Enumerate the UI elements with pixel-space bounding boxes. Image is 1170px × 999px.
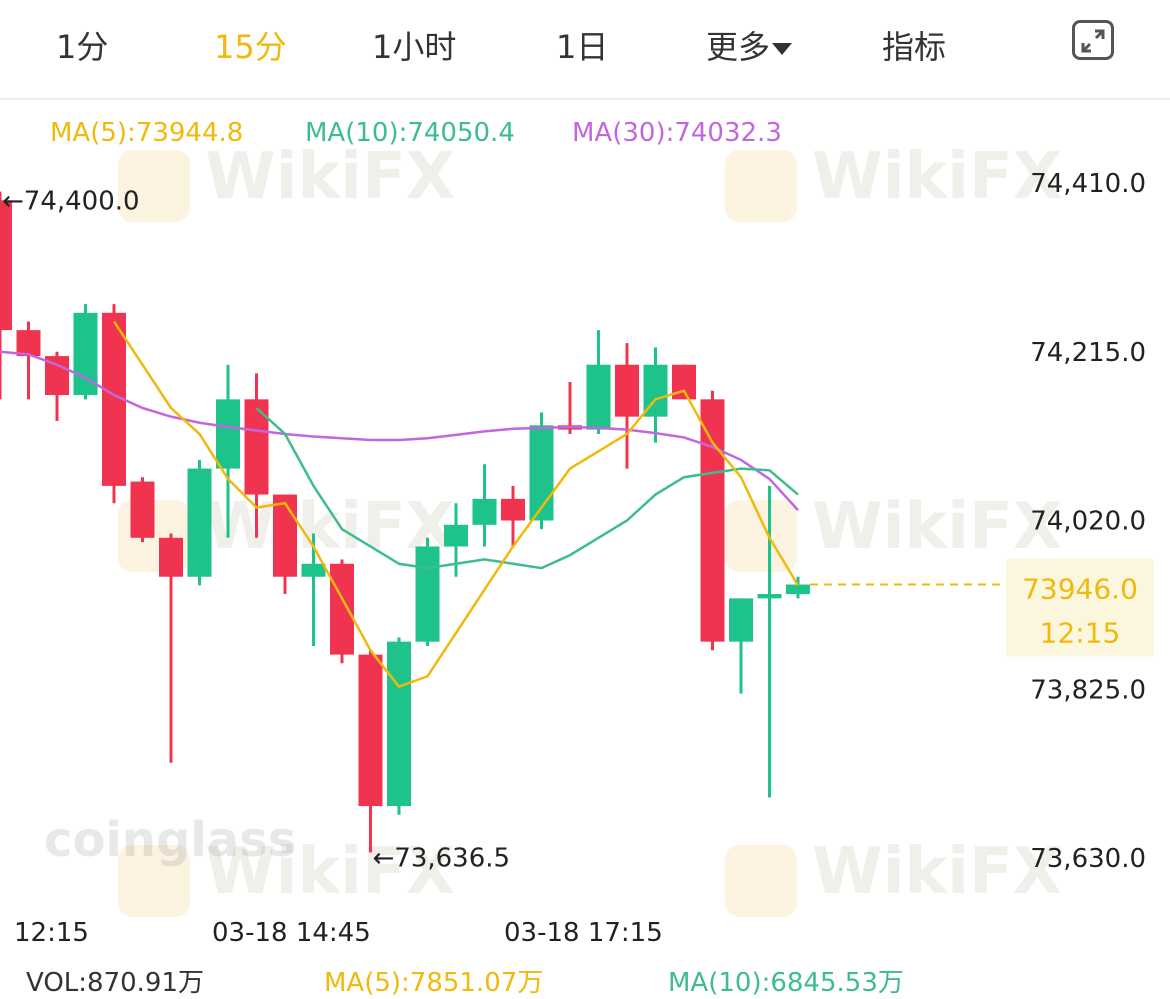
candle-body <box>501 498 525 521</box>
volume-value: VOL:870.91万 <box>26 968 205 998</box>
tab-more-label: 更多 <box>706 28 771 66</box>
tab-1day[interactable]: 1日 <box>556 28 609 66</box>
price-axis-label: 73,825.0 <box>1030 675 1146 705</box>
candle <box>472 464 497 547</box>
candle-body <box>187 468 212 577</box>
candle <box>757 485 782 798</box>
tab-indicators[interactable]: 指标 <box>882 28 947 66</box>
candle <box>415 537 440 646</box>
candle-body <box>729 598 753 642</box>
time-axis-label: 03-18 17:15 <box>504 918 663 948</box>
candle-body <box>330 563 354 655</box>
candle <box>729 598 753 694</box>
candle-body <box>130 481 155 538</box>
candle-body <box>301 563 326 577</box>
candle <box>73 304 98 400</box>
tab-more[interactable]: 更多 <box>706 22 793 68</box>
candle-body <box>586 364 611 430</box>
candle-body <box>415 546 440 642</box>
tab-15min[interactable]: 15分 <box>214 28 287 66</box>
interval-tab-bar: 1分 15分 1小时 1日 更多 指标 <box>0 0 1170 100</box>
candle <box>244 373 269 538</box>
price-axis-label: 74,215.0 <box>1030 338 1146 368</box>
candle <box>301 533 326 646</box>
candle-body <box>159 537 183 577</box>
candle <box>330 559 354 664</box>
volume-ma10: MA(10):6845.53万 <box>668 968 904 998</box>
price-axis-label: 73,630.0 <box>1030 844 1146 874</box>
candle <box>216 364 240 538</box>
candle <box>529 412 554 530</box>
current-price-tag <box>1006 558 1154 657</box>
candle-body <box>16 330 41 357</box>
low-price-marker: ←73,636.5 <box>373 843 511 873</box>
caret-down-icon <box>772 43 793 55</box>
candle-body <box>273 494 297 577</box>
expand-icon <box>1081 29 1105 53</box>
price-axis-label: 74,020.0 <box>1030 507 1146 537</box>
ma10-line <box>255 407 799 570</box>
candle-body <box>0 200 12 331</box>
candle-body <box>700 399 725 642</box>
time-axis-label: 03-18 14:45 <box>212 918 371 948</box>
current-price-time: 12:15 <box>1040 617 1121 650</box>
current-price-value: 73946.0 <box>1022 573 1138 606</box>
candle-body <box>757 594 782 599</box>
candle <box>0 191 12 400</box>
candle <box>187 459 212 586</box>
candle-body <box>529 425 554 521</box>
candle <box>643 347 668 443</box>
candle <box>700 390 725 651</box>
fullscreen-button[interactable] <box>1072 20 1114 60</box>
candle <box>130 477 155 543</box>
candle <box>159 533 183 763</box>
candle <box>358 650 383 853</box>
high-price-marker: ←74,400.0 <box>2 187 140 217</box>
candle-body <box>444 524 468 547</box>
candle-body <box>244 399 269 495</box>
volume-ma5: MA(5):7851.07万 <box>324 968 544 998</box>
ma30-legend: MA(30):74032.3 <box>572 118 782 148</box>
candle-body <box>358 654 383 807</box>
ma5-legend: MA(5):73944.8 <box>50 118 244 148</box>
candle-body <box>216 399 240 469</box>
candle <box>387 637 411 815</box>
candle <box>615 343 639 469</box>
candle <box>273 494 297 595</box>
tab-1hour[interactable]: 1小时 <box>372 28 457 66</box>
ma5-line <box>112 320 800 689</box>
price-axis-label: 74,410.0 <box>1030 169 1146 199</box>
candle <box>786 576 810 599</box>
candle <box>586 330 611 434</box>
ma10-legend: MA(10):74050.4 <box>305 118 515 148</box>
candle-body <box>615 364 639 417</box>
candle <box>16 321 41 400</box>
tab-1min[interactable]: 1分 <box>56 28 109 66</box>
time-axis-label: 12:15 <box>14 918 89 948</box>
ma30-line <box>0 350 799 511</box>
candle-body <box>472 498 497 525</box>
candle <box>501 485 525 547</box>
candle-body <box>387 641 411 807</box>
candle-body <box>786 584 810 595</box>
